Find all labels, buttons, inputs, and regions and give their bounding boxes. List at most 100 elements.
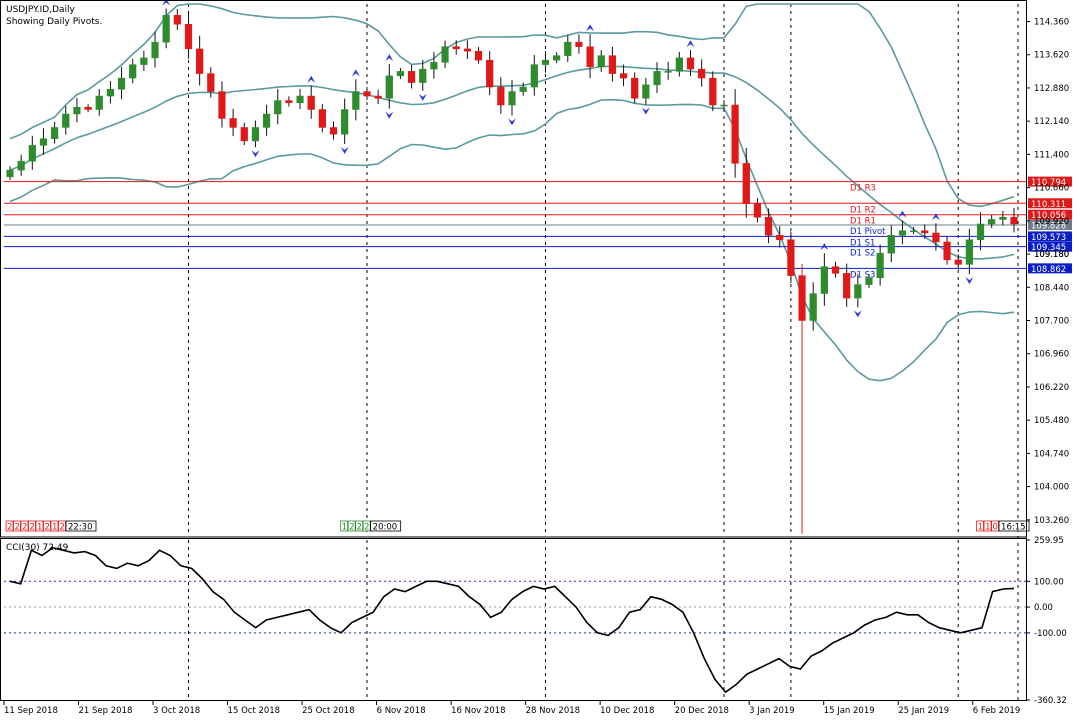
session-digit: 2 bbox=[349, 523, 354, 533]
candle-body bbox=[776, 234, 784, 240]
candle-body bbox=[541, 59, 550, 65]
candle-body bbox=[218, 91, 226, 119]
candle-body bbox=[508, 91, 516, 106]
price-tick-label: 112.140 bbox=[1034, 117, 1069, 127]
cci-tick-label: 0.00 bbox=[1034, 603, 1053, 613]
fractal-down-icon bbox=[251, 150, 260, 158]
candle-body bbox=[6, 169, 14, 178]
date-label: 3 Oct 2018 bbox=[153, 706, 200, 716]
session-digit-box bbox=[13, 520, 21, 532]
fractal-up-icon bbox=[351, 69, 360, 77]
candle-body bbox=[564, 41, 572, 56]
candle-body bbox=[62, 113, 70, 128]
candle-body bbox=[742, 163, 750, 205]
date-label: 11 Sep 2018 bbox=[4, 706, 58, 716]
candle-body bbox=[441, 46, 449, 63]
fractal-up-icon bbox=[385, 54, 394, 62]
candle-body bbox=[117, 77, 126, 90]
candle-body bbox=[1010, 216, 1018, 225]
date-label: 16 Nov 2018 bbox=[451, 706, 505, 716]
candle-body bbox=[720, 104, 728, 107]
candle-body bbox=[497, 86, 505, 106]
session-digit: 0 bbox=[993, 523, 998, 533]
price-tick-label: 108.440 bbox=[1034, 283, 1069, 293]
candle-body bbox=[452, 46, 460, 50]
date-axis: 11 Sep 2018 21 Sep 2018 3 Oct 2018 15 Oct 2… bbox=[3, 701, 1021, 716]
pivot-price-label: 109.573 bbox=[1031, 233, 1066, 243]
candle-body bbox=[553, 55, 561, 61]
candle-body bbox=[954, 259, 962, 265]
symbol-label: USDJPY.ID,Daily bbox=[6, 5, 76, 15]
session-digit: 2 bbox=[30, 523, 35, 533]
candle-body bbox=[854, 284, 862, 299]
candle-body bbox=[876, 252, 884, 279]
candle-body bbox=[898, 230, 907, 236]
candle-body bbox=[151, 41, 159, 59]
fractal-up-icon bbox=[162, 0, 171, 6]
candle-body bbox=[753, 203, 762, 218]
session-digit-box bbox=[983, 520, 992, 532]
date-label: 28 Nov 2018 bbox=[526, 706, 580, 716]
pivot-label: D1 S3 bbox=[850, 270, 875, 280]
price-tick-label: 114.360 bbox=[1034, 18, 1069, 28]
session-digit-box bbox=[20, 520, 29, 532]
candle-body bbox=[597, 55, 605, 68]
session-digit: 2 bbox=[15, 523, 20, 533]
session-digit-box bbox=[355, 520, 364, 532]
date-label: 25 Jan 2019 bbox=[898, 706, 949, 716]
candle-body bbox=[698, 68, 706, 79]
session-digit: 1 bbox=[985, 523, 990, 533]
price-tick-label: 110.660 bbox=[1034, 184, 1069, 194]
candle-body bbox=[463, 48, 471, 52]
fractal-markers bbox=[162, 0, 974, 318]
fractal-up-icon bbox=[931, 213, 940, 221]
candle-body bbox=[17, 160, 25, 171]
date-label: 10 Dec 2018 bbox=[600, 706, 654, 716]
candle-body bbox=[910, 230, 918, 232]
cci-subwindow: 259.95 100.00 0.00 -100.00 -360.32 bbox=[4, 536, 1067, 706]
fractal-up-icon bbox=[820, 243, 829, 251]
price-tick-label: 111.400 bbox=[1034, 150, 1069, 160]
candle-body bbox=[887, 234, 895, 254]
candle-body bbox=[184, 23, 193, 50]
cci-tick-label: 100.00 bbox=[1034, 577, 1064, 587]
pivot-price-box bbox=[1028, 209, 1072, 220]
candle-body bbox=[207, 73, 215, 92]
candle-body bbox=[608, 55, 616, 74]
bollinger-lower bbox=[9, 98, 1015, 382]
session-digit: 1 bbox=[342, 523, 347, 533]
date-label: 25 Oct 2018 bbox=[302, 706, 355, 716]
price-tick-label: 104.000 bbox=[1034, 483, 1069, 493]
candle-body bbox=[430, 62, 438, 70]
price-tick-label: 112.880 bbox=[1034, 84, 1069, 94]
session-digit-box bbox=[50, 520, 59, 532]
main-frame bbox=[0, 0, 1027, 538]
candle-body bbox=[619, 73, 628, 79]
candle-body bbox=[820, 266, 828, 294]
candle-body bbox=[809, 293, 817, 321]
candle-body bbox=[988, 219, 996, 225]
price-tick-label: 104.740 bbox=[1034, 449, 1069, 459]
candle-body bbox=[764, 216, 773, 236]
session-digit: 1 bbox=[37, 523, 42, 533]
candle-body bbox=[307, 95, 315, 110]
candle-body bbox=[106, 89, 114, 97]
session-time-box bbox=[998, 520, 1030, 532]
candle-body bbox=[240, 127, 248, 142]
candle-body bbox=[28, 145, 36, 162]
cci-label: CCI(30) 72.49 bbox=[6, 543, 69, 553]
candle-body bbox=[229, 118, 237, 128]
pivot-price-box bbox=[1028, 241, 1072, 252]
candle-body bbox=[162, 14, 170, 43]
candle-body bbox=[664, 71, 672, 73]
date-label: 6 Feb 2019 bbox=[973, 706, 1021, 716]
price-tick-label: 107.700 bbox=[1034, 317, 1069, 327]
candle-body bbox=[408, 71, 416, 83]
session-digit: 2 bbox=[357, 523, 362, 533]
candle-body bbox=[932, 232, 940, 243]
candle-body bbox=[196, 48, 204, 74]
candle-body bbox=[787, 239, 795, 276]
price-tick-label: 105.480 bbox=[1034, 416, 1069, 426]
